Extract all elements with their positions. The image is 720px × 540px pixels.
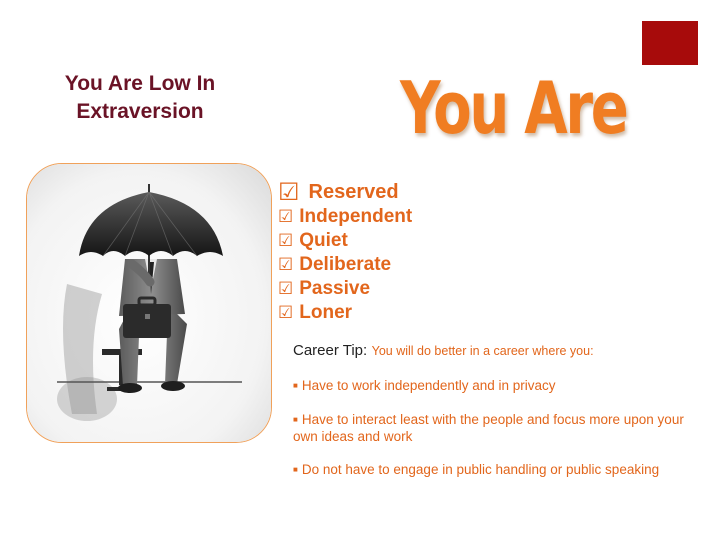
checkbox-checked-icon: ☑ [278, 303, 294, 323]
career-tip-bullet: ■ Do not have to engage in public handlin… [293, 461, 693, 478]
checkbox-checked-icon: ☑ [278, 279, 294, 299]
illustration-frame [26, 163, 272, 443]
square-bullet-icon: ■ [293, 381, 298, 390]
checkbox-checked-icon: ☑ [278, 207, 294, 227]
man-with-umbrella-illustration [27, 164, 271, 442]
career-tip-heading: Career Tip: You will do better in a care… [293, 342, 594, 360]
bullet-text: Do not have to engage in public handling… [301, 462, 660, 477]
career-tip-bullet: ■ Have to interact least with the people … [293, 411, 693, 445]
trait-label: Loner [299, 302, 353, 323]
trait-item: ☑ Deliberate [278, 253, 412, 277]
square-bullet-icon: ■ [293, 465, 298, 474]
career-tip-intro: You will do better in a career where you… [371, 344, 594, 358]
checkbox-checked-icon: ☑ [278, 255, 294, 275]
trait-label: Independent [299, 206, 413, 227]
trait-label: Deliberate [299, 254, 392, 275]
square-bullet-icon: ■ [293, 415, 298, 424]
trait-label: Passive [299, 278, 371, 299]
slide-subtitle: You Are Low In Extraversion [30, 70, 250, 126]
trait-label: Reserved [308, 181, 399, 203]
page-title: You Are [400, 66, 629, 150]
trait-item: ☑ Passive [278, 277, 412, 301]
career-tip-label: Career Tip: [293, 342, 368, 359]
trait-item: ☑ Loner [278, 301, 412, 325]
trait-item: ☑ Independent [278, 205, 412, 229]
trait-item: ☑ Reserved [278, 180, 412, 204]
trait-label: Quiet [299, 230, 348, 251]
career-tip-bullet: ■ Have to work independently and in priva… [293, 377, 693, 394]
trait-item: ☑ Quiet [278, 229, 412, 253]
checkbox-checked-icon: ☑ [278, 178, 300, 206]
bullet-text: Have to interact least with the people a… [293, 412, 684, 444]
subtitle-line-1: You Are Low In [64, 72, 216, 95]
bullet-text: Have to work independently and in privac… [301, 378, 556, 393]
checkbox-checked-icon: ☑ [278, 231, 294, 251]
trait-list: ☑ Reserved ☑ Independent ☑ Quiet ☑ Delib… [278, 180, 412, 325]
decorative-corner-square [642, 21, 698, 65]
subtitle-line-2: Extraversion [76, 100, 204, 123]
